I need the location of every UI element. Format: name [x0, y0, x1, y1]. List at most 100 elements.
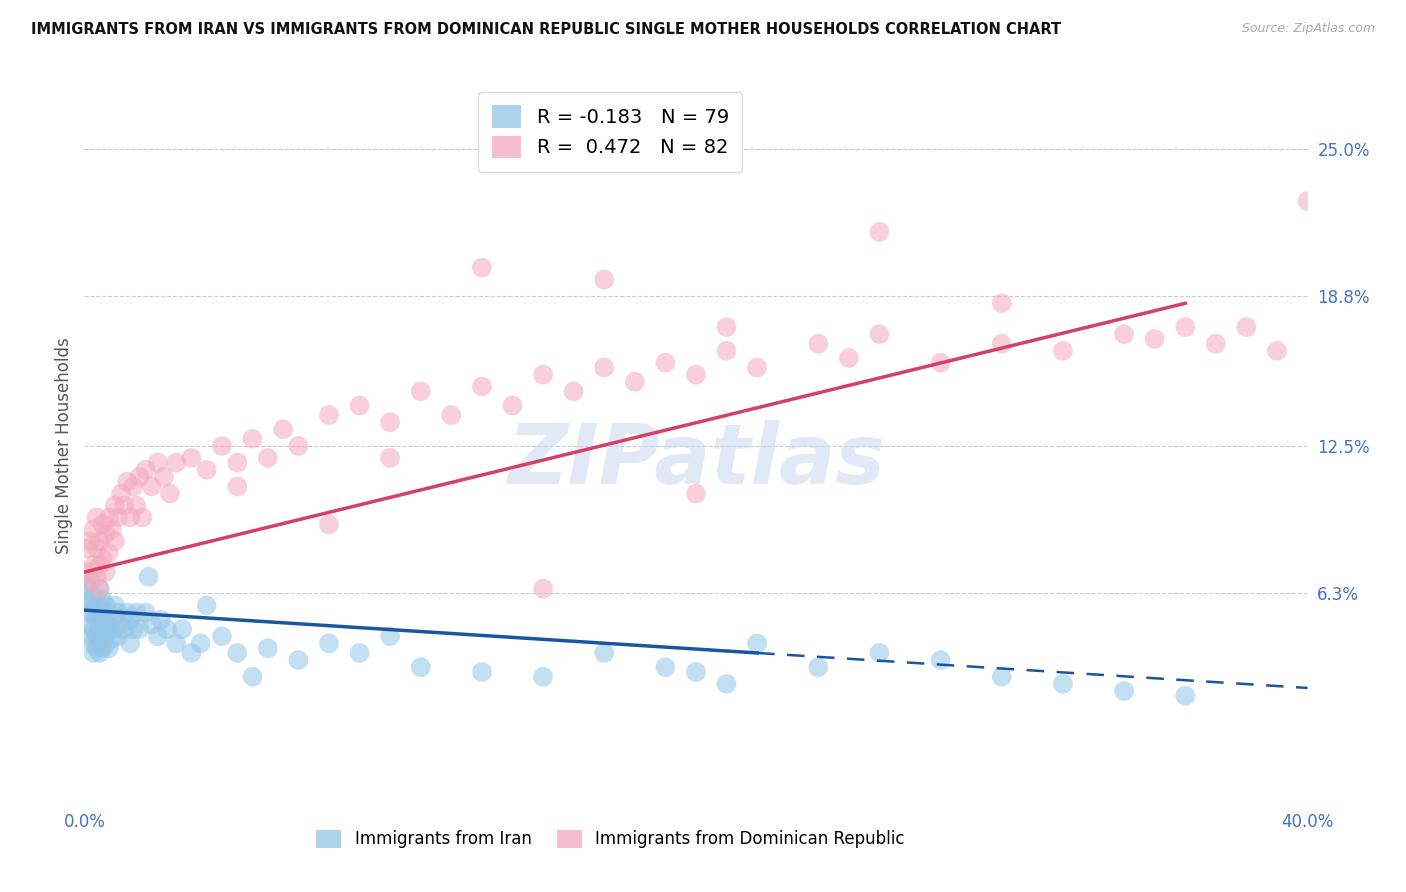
- Point: [531, 670, 554, 684]
- Point: [83, 558, 105, 572]
- Point: [287, 439, 309, 453]
- Point: [287, 653, 309, 667]
- Point: [86, 510, 108, 524]
- Point: [991, 296, 1014, 310]
- Point: [86, 629, 108, 643]
- Point: [991, 336, 1014, 351]
- Point: [807, 336, 830, 351]
- Point: [380, 415, 402, 429]
- Point: [83, 589, 105, 603]
- Point: [89, 632, 111, 646]
- Point: [991, 670, 1014, 684]
- Point: [685, 486, 707, 500]
- Point: [76, 565, 98, 579]
- Point: [624, 375, 647, 389]
- Point: [165, 456, 187, 470]
- Legend: Immigrants from Iran, Immigrants from Dominican Republic: Immigrants from Iran, Immigrants from Do…: [309, 823, 911, 855]
- Point: [83, 636, 105, 650]
- Point: [190, 636, 212, 650]
- Point: [76, 582, 98, 596]
- Point: [195, 463, 218, 477]
- Point: [76, 606, 98, 620]
- Point: [89, 582, 111, 596]
- Point: [97, 546, 120, 560]
- Point: [1265, 343, 1288, 358]
- Point: [101, 522, 124, 536]
- Text: ZIPatlas: ZIPatlas: [508, 420, 884, 500]
- Point: [104, 534, 127, 549]
- Y-axis label: Single Mother Households: Single Mother Households: [55, 338, 73, 554]
- Point: [110, 486, 132, 500]
- Point: [440, 408, 463, 422]
- Point: [869, 225, 891, 239]
- Point: [271, 422, 294, 436]
- Point: [104, 499, 127, 513]
- Point: [1205, 336, 1227, 351]
- Point: [135, 606, 157, 620]
- Point: [1174, 320, 1197, 334]
- Point: [349, 646, 371, 660]
- Point: [110, 617, 132, 632]
- Point: [654, 356, 676, 370]
- Point: [409, 384, 432, 399]
- Point: [79, 617, 101, 632]
- Point: [89, 599, 111, 613]
- Point: [257, 450, 280, 465]
- Point: [562, 384, 585, 399]
- Point: [91, 607, 114, 622]
- Point: [318, 408, 340, 422]
- Point: [349, 399, 371, 413]
- Point: [242, 432, 264, 446]
- Point: [747, 636, 769, 650]
- Point: [128, 470, 150, 484]
- Point: [86, 570, 108, 584]
- Point: [471, 379, 494, 393]
- Point: [226, 646, 249, 660]
- Point: [146, 629, 169, 643]
- Point: [195, 599, 218, 613]
- Point: [76, 593, 98, 607]
- Point: [380, 450, 402, 465]
- Point: [83, 522, 105, 536]
- Point: [107, 510, 129, 524]
- Point: [83, 622, 105, 636]
- Point: [83, 646, 105, 660]
- Point: [107, 629, 129, 643]
- Point: [86, 613, 108, 627]
- Point: [79, 599, 101, 613]
- Point: [180, 450, 202, 465]
- Point: [94, 599, 117, 613]
- Point: [716, 677, 738, 691]
- Point: [141, 479, 163, 493]
- Point: [929, 356, 952, 370]
- Point: [97, 510, 120, 524]
- Point: [409, 660, 432, 674]
- Point: [89, 558, 111, 572]
- Point: [86, 599, 108, 613]
- Text: Source: ZipAtlas.com: Source: ZipAtlas.com: [1241, 22, 1375, 36]
- Point: [97, 641, 120, 656]
- Point: [807, 660, 830, 674]
- Point: [929, 653, 952, 667]
- Point: [94, 617, 117, 632]
- Point: [112, 622, 135, 636]
- Point: [141, 617, 163, 632]
- Point: [149, 613, 172, 627]
- Point: [89, 617, 111, 632]
- Point: [1296, 194, 1319, 208]
- Point: [79, 574, 101, 589]
- Point: [138, 570, 160, 584]
- Point: [1236, 320, 1258, 334]
- Point: [89, 534, 111, 549]
- Point: [97, 622, 120, 636]
- Point: [685, 368, 707, 382]
- Point: [869, 646, 891, 660]
- Point: [107, 606, 129, 620]
- Point: [211, 629, 233, 643]
- Point: [91, 641, 114, 656]
- Point: [531, 582, 554, 596]
- Point: [257, 641, 280, 656]
- Point: [685, 665, 707, 679]
- Point: [211, 439, 233, 453]
- Point: [101, 632, 124, 646]
